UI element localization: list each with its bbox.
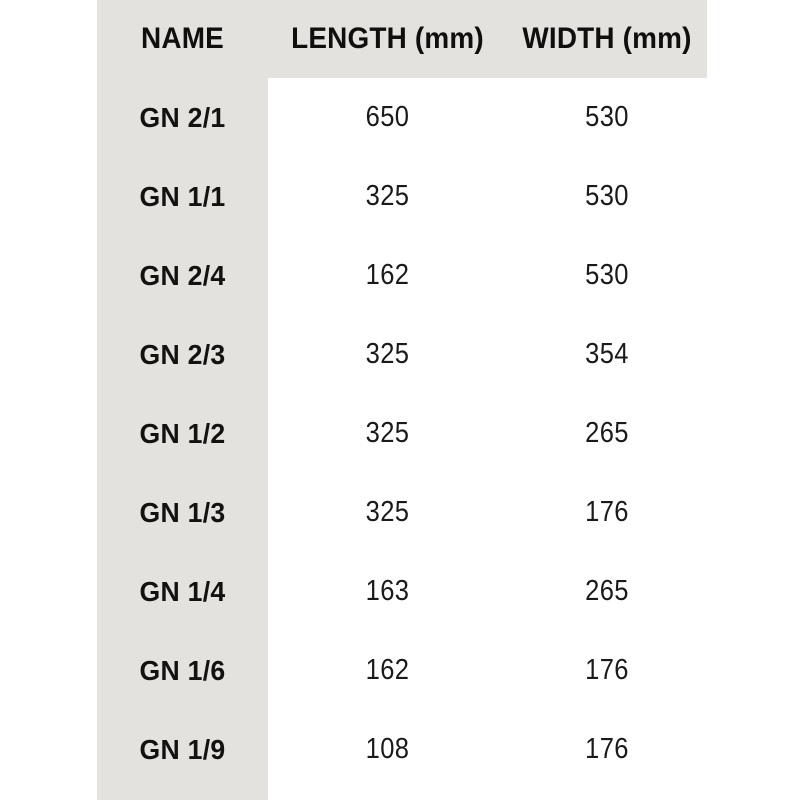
cell-length: 163	[365, 575, 410, 607]
cell-length: 325	[365, 338, 410, 370]
cell-name: GN 2/1	[139, 101, 226, 133]
table-row: GN 2/1 650 530	[97, 78, 707, 157]
header-background-band	[97, 0, 707, 78]
cell-name: GN 2/3	[139, 338, 226, 370]
table-row: GN 2/4 162 530	[97, 236, 707, 315]
cell-name: GN 1/2	[139, 417, 226, 449]
table-row: GN 1/4 163 265	[97, 552, 707, 631]
cell-width: 176	[585, 733, 629, 765]
table-row: GN 1/6 162 176	[97, 631, 707, 710]
table-row: GN 1/1 325 530	[97, 157, 707, 236]
cell-width: 354	[585, 338, 629, 370]
table-row: GN 1/9 108 176	[97, 710, 707, 789]
cell-width: 530	[585, 180, 629, 212]
cell-name: GN 1/9	[139, 733, 226, 765]
name-column-background	[97, 78, 268, 800]
table-row: GN 1/3 325 176	[97, 473, 707, 552]
cell-length: 162	[365, 654, 410, 686]
cell-name: GN 2/4	[139, 259, 226, 291]
cell-length: 325	[365, 180, 410, 212]
column-header-name: NAME	[141, 22, 224, 55]
cell-width: 265	[585, 575, 629, 607]
cell-length: 650	[365, 101, 410, 133]
cell-name: GN 1/6	[139, 654, 226, 686]
cell-length: 108	[365, 733, 410, 765]
table-header-row: NAME LENGTH (mm) WIDTH (mm)	[97, 0, 707, 78]
cell-width: 530	[585, 259, 629, 291]
cell-width: 176	[585, 654, 629, 686]
column-header-width: WIDTH (mm)	[522, 22, 692, 55]
cell-width: 530	[585, 101, 629, 133]
table-body: GN 2/1 650 530 GN 1/1 325 530 GN 2/4 162…	[97, 78, 707, 789]
column-header-length: LENGTH (mm)	[291, 22, 484, 55]
cell-name: GN 1/3	[139, 496, 226, 528]
cell-name: GN 1/1	[139, 180, 226, 212]
table-row: GN 1/2 325 265	[97, 394, 707, 473]
cell-width: 265	[585, 417, 629, 449]
cell-length: 325	[365, 496, 410, 528]
cell-width: 176	[585, 496, 629, 528]
cell-length: 325	[365, 417, 410, 449]
table-row: GN 2/3 325 354	[97, 315, 707, 394]
cell-name: GN 1/4	[139, 575, 226, 607]
cell-length: 162	[365, 259, 410, 291]
